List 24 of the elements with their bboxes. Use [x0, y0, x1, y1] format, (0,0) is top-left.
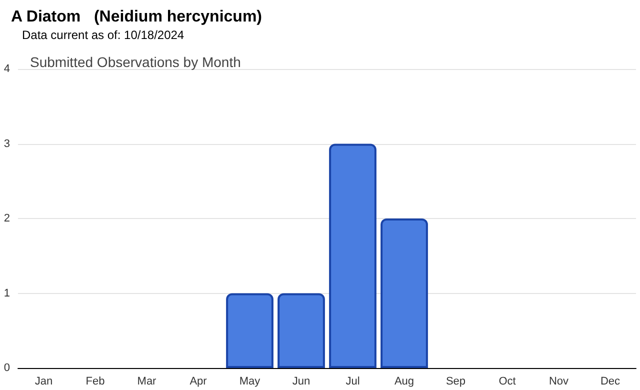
chart-title: A Diatom (Neidium hercynicum)	[11, 8, 262, 26]
y-tick-label: 3	[4, 138, 10, 150]
x-tick-label: Oct	[498, 376, 516, 388]
bar	[226, 293, 274, 368]
x-tick-label: Jul	[346, 376, 360, 388]
x-tick-label: Nov	[548, 376, 570, 388]
y-tick-label: 0	[4, 362, 10, 374]
x-tick-label: Sep	[446, 376, 466, 388]
bar	[380, 218, 428, 368]
x-tick-label: May	[239, 376, 261, 388]
x-tick-label: Mar	[137, 376, 157, 388]
x-tick-label: Apr	[190, 376, 208, 388]
bar	[278, 293, 325, 368]
x-tick-label: Jun	[292, 376, 310, 388]
x-tick-label: Aug	[394, 376, 414, 388]
x-tick-label: Feb	[86, 376, 105, 388]
bar	[329, 144, 376, 368]
x-tick-label: Dec	[600, 376, 621, 388]
annotation: Submitted Observations by Month	[30, 54, 241, 70]
x-tick-label: Jan	[34, 376, 53, 388]
y-tick-label: 1	[4, 287, 10, 300]
chart-subtitle: Data current as of: 10/18/2024	[22, 28, 184, 42]
y-tick-label: 2	[4, 212, 10, 224]
y-tick-label: 4	[4, 63, 10, 75]
